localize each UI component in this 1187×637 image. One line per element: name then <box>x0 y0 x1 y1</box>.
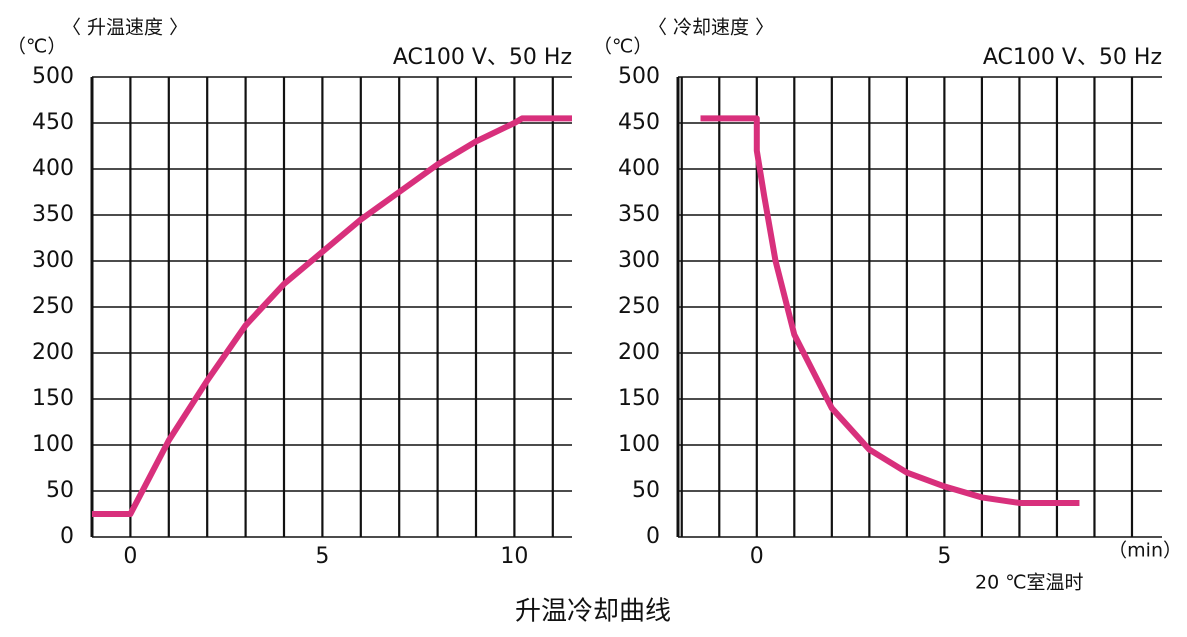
y-tick-label: 150 <box>618 386 660 411</box>
y-tick-label: 400 <box>618 156 660 181</box>
y-tick-label: 150 <box>32 386 74 411</box>
y-tick-label: 200 <box>32 340 74 365</box>
y-tick-label: 500 <box>32 64 74 89</box>
y-tick-label: 0 <box>646 524 660 549</box>
y-tick-label: 250 <box>32 294 74 319</box>
x-tick-label: 0 <box>750 544 764 569</box>
y-tick-label: 50 <box>46 478 74 503</box>
caption: 升温冷却曲线 <box>515 597 671 627</box>
x-tick-label: 5 <box>937 544 951 569</box>
y-tick-label: 200 <box>618 340 660 365</box>
y-tick-label: 350 <box>32 202 74 227</box>
y-tick-label: 50 <box>632 478 660 503</box>
y-tick-label: 400 <box>32 156 74 181</box>
x-axis-label: （min） <box>1108 540 1182 562</box>
y-tick-label: 100 <box>618 432 660 457</box>
annotation: 20 ℃室温时 <box>975 572 1084 594</box>
chart-title: 〈 冷却速度 〉 <box>648 17 774 39</box>
y-tick-label: 250 <box>618 294 660 319</box>
chart-title: 〈 升温速度 〉 <box>62 17 188 39</box>
x-tick-label: 10 <box>500 544 528 569</box>
y-tick-label: 100 <box>32 432 74 457</box>
y-tick-label: 0 <box>60 524 74 549</box>
line-series <box>92 115 572 517</box>
y-tick-label: 450 <box>32 110 74 135</box>
x-tick-label: 0 <box>123 544 137 569</box>
y-tick-label: 500 <box>618 64 660 89</box>
subtitle: AC100 V、50 Hz <box>393 45 572 70</box>
line-series <box>700 115 1080 506</box>
y-tick-label: 300 <box>32 248 74 273</box>
y-tick-label: 300 <box>618 248 660 273</box>
y-tick-label: 450 <box>618 110 660 135</box>
y-unit: （℃） <box>7 36 66 58</box>
y-unit: （℃） <box>593 36 652 58</box>
x-tick-label: 5 <box>315 544 329 569</box>
y-tick-label: 350 <box>618 202 660 227</box>
subtitle: AC100 V、50 Hz <box>983 45 1162 70</box>
